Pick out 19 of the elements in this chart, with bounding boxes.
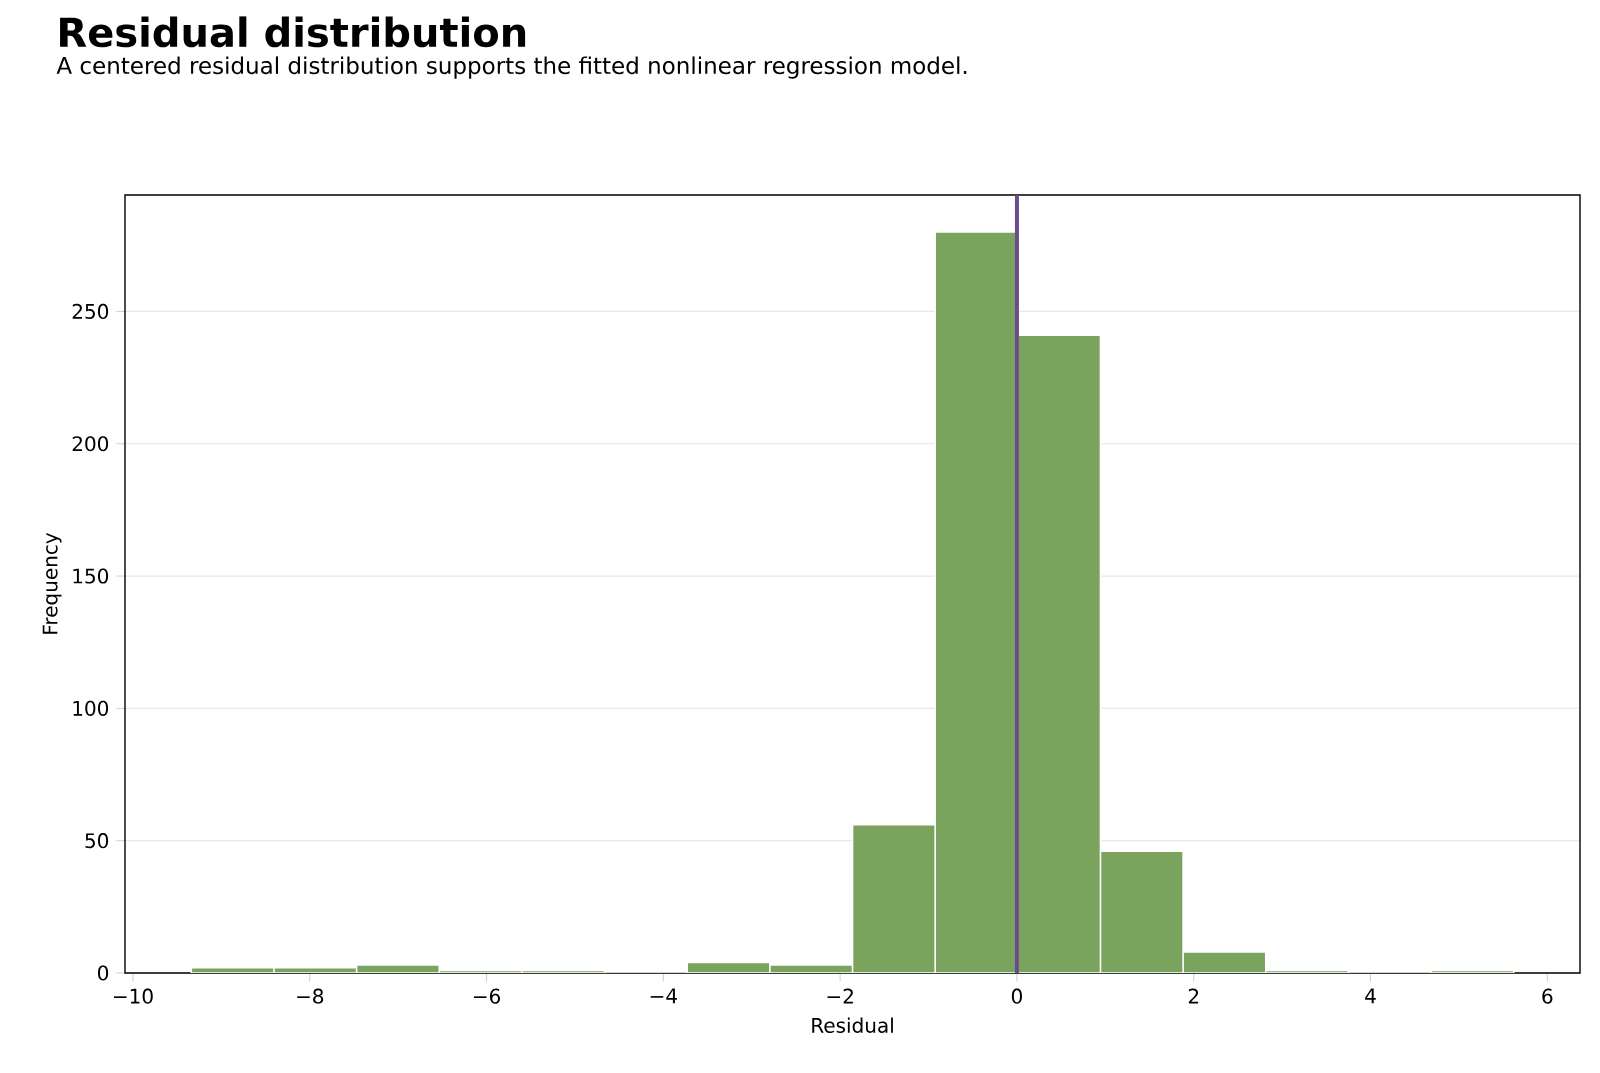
x-tick-label: −10 (113, 988, 153, 1004)
x-tick-label: −6 (473, 988, 501, 1004)
y-axis-title: Frequency (42, 532, 62, 634)
y-tick-label: 200 (72, 436, 109, 452)
y-tick-label: 100 (73, 700, 109, 716)
chart-subtitle: A centered residual distribution supports the fitted nonlinear regression model. (56, 56, 967, 79)
x-tick-label: 0 (1011, 988, 1022, 1004)
x-tick-label: 6 (1542, 988, 1553, 1004)
chart-title: Residual distribution (60, 16, 526, 48)
y-tick-label: 0 (98, 965, 109, 981)
x-tick-label: −4 (650, 988, 677, 1004)
y-tick-label: 50 (85, 833, 109, 849)
x-axis-title: Residual (812, 1017, 893, 1033)
y-tick-label: 250 (72, 303, 109, 319)
x-tick-label: 2 (1188, 988, 1199, 1004)
x-tick-label: 4 (1365, 988, 1376, 1004)
x-tick-label: −8 (297, 988, 324, 1004)
y-tick-label: 150 (73, 568, 109, 584)
x-tick-label: −2 (827, 988, 853, 1004)
